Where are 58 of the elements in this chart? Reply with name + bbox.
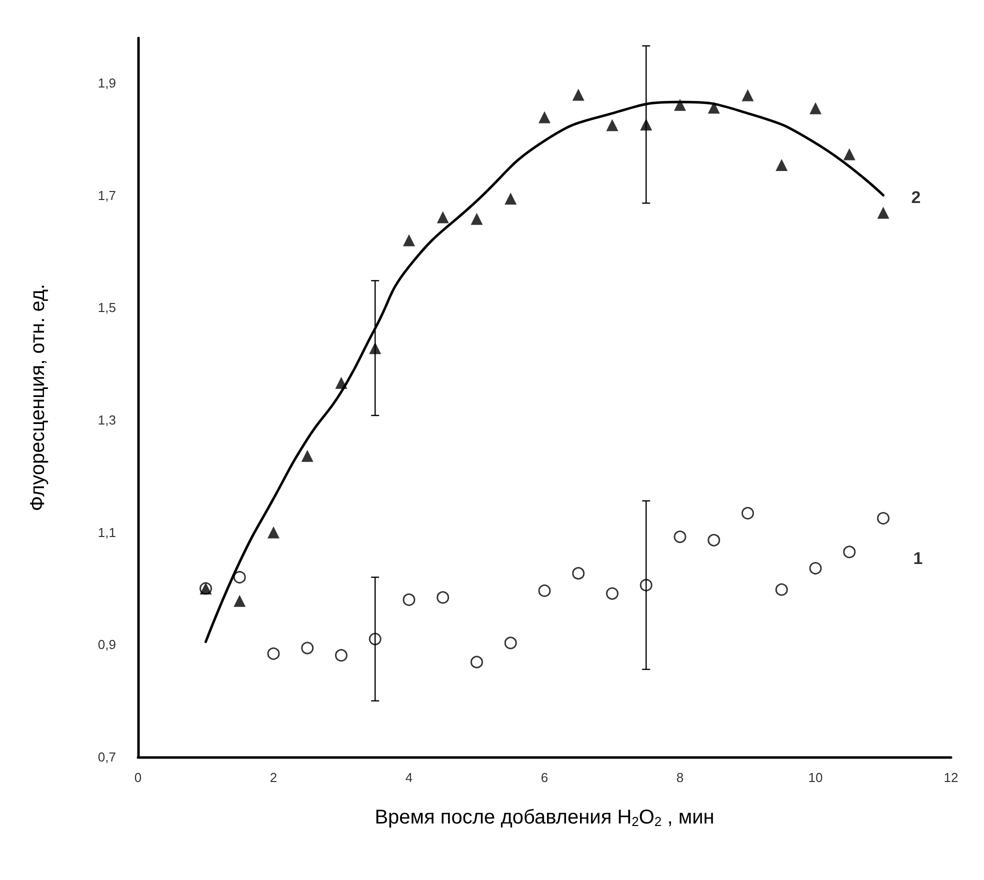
point bbox=[708, 102, 720, 114]
point bbox=[742, 89, 754, 102]
point bbox=[403, 234, 415, 246]
point bbox=[775, 583, 788, 596]
series-label: 2 bbox=[911, 188, 921, 208]
x-tick-label: 2 bbox=[270, 770, 278, 785]
point bbox=[301, 450, 314, 462]
point bbox=[843, 148, 856, 160]
y-tick-label: 0,7 bbox=[98, 750, 116, 764]
y-tick-label: 1,7 bbox=[98, 188, 116, 203]
point bbox=[470, 656, 483, 668]
point bbox=[538, 584, 551, 597]
point bbox=[436, 211, 449, 224]
point bbox=[776, 158, 788, 171]
x-tick-label: 0 bbox=[134, 770, 142, 785]
point bbox=[708, 534, 720, 546]
y-tick-label: 1,1 bbox=[98, 524, 116, 540]
y-tick-label: 0,9 bbox=[98, 637, 116, 652]
point bbox=[436, 591, 450, 604]
x-axis-title: Время после добавления H2O2 , мин bbox=[374, 806, 714, 829]
point bbox=[335, 649, 348, 662]
point bbox=[606, 119, 618, 132]
point bbox=[810, 102, 822, 114]
y-axis-title: Флуоресценция, отн. ед. bbox=[27, 284, 49, 512]
x-tick-label: 6 bbox=[540, 770, 548, 785]
point bbox=[572, 88, 584, 101]
point bbox=[234, 594, 246, 607]
point bbox=[674, 98, 686, 111]
x-tick-label: 4 bbox=[405, 770, 413, 785]
text: 1 bbox=[913, 548, 923, 568]
y-tick-label: 1,3 bbox=[98, 412, 116, 428]
x-tick-label: 12 bbox=[944, 770, 958, 785]
point bbox=[742, 506, 754, 520]
point bbox=[640, 118, 652, 131]
point bbox=[877, 512, 890, 525]
y-tick-label: 1,5 bbox=[98, 300, 116, 316]
x-tick-label: 10 bbox=[808, 770, 823, 785]
point bbox=[504, 192, 517, 205]
point bbox=[606, 587, 618, 600]
point bbox=[402, 593, 416, 606]
point bbox=[877, 206, 890, 219]
point bbox=[809, 562, 822, 575]
point bbox=[233, 571, 246, 584]
point bbox=[640, 578, 652, 592]
point bbox=[301, 642, 314, 654]
point bbox=[504, 636, 517, 650]
point bbox=[268, 526, 280, 538]
point bbox=[538, 111, 550, 124]
y-tick-label: 1,9 bbox=[98, 75, 116, 90]
point bbox=[470, 212, 483, 225]
point bbox=[335, 376, 348, 389]
point bbox=[843, 546, 856, 558]
point bbox=[674, 530, 686, 544]
point bbox=[369, 342, 382, 354]
x-tick-label: 8 bbox=[676, 770, 684, 785]
point bbox=[267, 647, 280, 660]
point bbox=[572, 567, 585, 580]
point bbox=[368, 632, 382, 646]
